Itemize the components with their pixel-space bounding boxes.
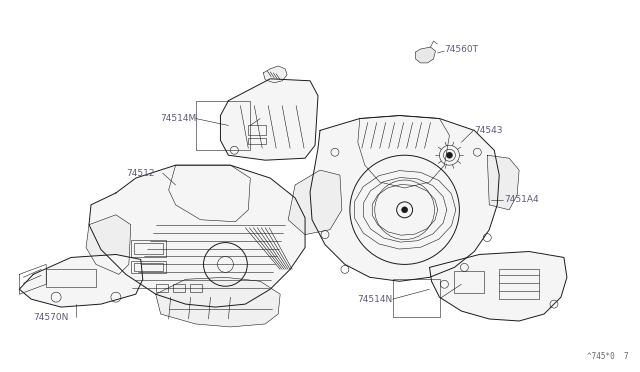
Bar bbox=[173, 284, 184, 292]
Polygon shape bbox=[288, 170, 342, 235]
Polygon shape bbox=[156, 277, 280, 327]
Bar bbox=[248, 138, 266, 144]
Polygon shape bbox=[263, 66, 287, 83]
Text: 74570N: 74570N bbox=[33, 312, 68, 321]
Text: 74514M: 74514M bbox=[161, 114, 197, 123]
Text: 74512: 74512 bbox=[126, 169, 154, 177]
Circle shape bbox=[402, 207, 408, 213]
Bar bbox=[131, 262, 166, 273]
Bar bbox=[196, 101, 250, 150]
Bar bbox=[393, 279, 440, 317]
Bar bbox=[134, 243, 163, 254]
Polygon shape bbox=[19, 254, 143, 307]
Text: 74560T: 74560T bbox=[444, 45, 479, 54]
Polygon shape bbox=[220, 79, 318, 160]
Bar bbox=[189, 284, 202, 292]
Bar bbox=[499, 269, 539, 299]
Circle shape bbox=[447, 152, 452, 158]
Bar bbox=[134, 263, 163, 271]
Bar bbox=[131, 240, 166, 257]
Polygon shape bbox=[310, 116, 499, 281]
Polygon shape bbox=[89, 165, 305, 307]
Text: ^745*0  7: ^745*0 7 bbox=[587, 352, 628, 361]
Bar bbox=[156, 284, 168, 292]
Bar bbox=[248, 125, 266, 135]
Bar bbox=[454, 271, 484, 293]
Bar bbox=[46, 269, 96, 287]
Polygon shape bbox=[487, 155, 519, 210]
Polygon shape bbox=[415, 47, 435, 63]
Text: 74543: 74543 bbox=[474, 126, 503, 135]
Polygon shape bbox=[429, 251, 567, 321]
Text: 7451А4: 7451А4 bbox=[504, 195, 539, 204]
Text: 74514N: 74514N bbox=[357, 295, 393, 304]
Polygon shape bbox=[86, 215, 131, 274]
